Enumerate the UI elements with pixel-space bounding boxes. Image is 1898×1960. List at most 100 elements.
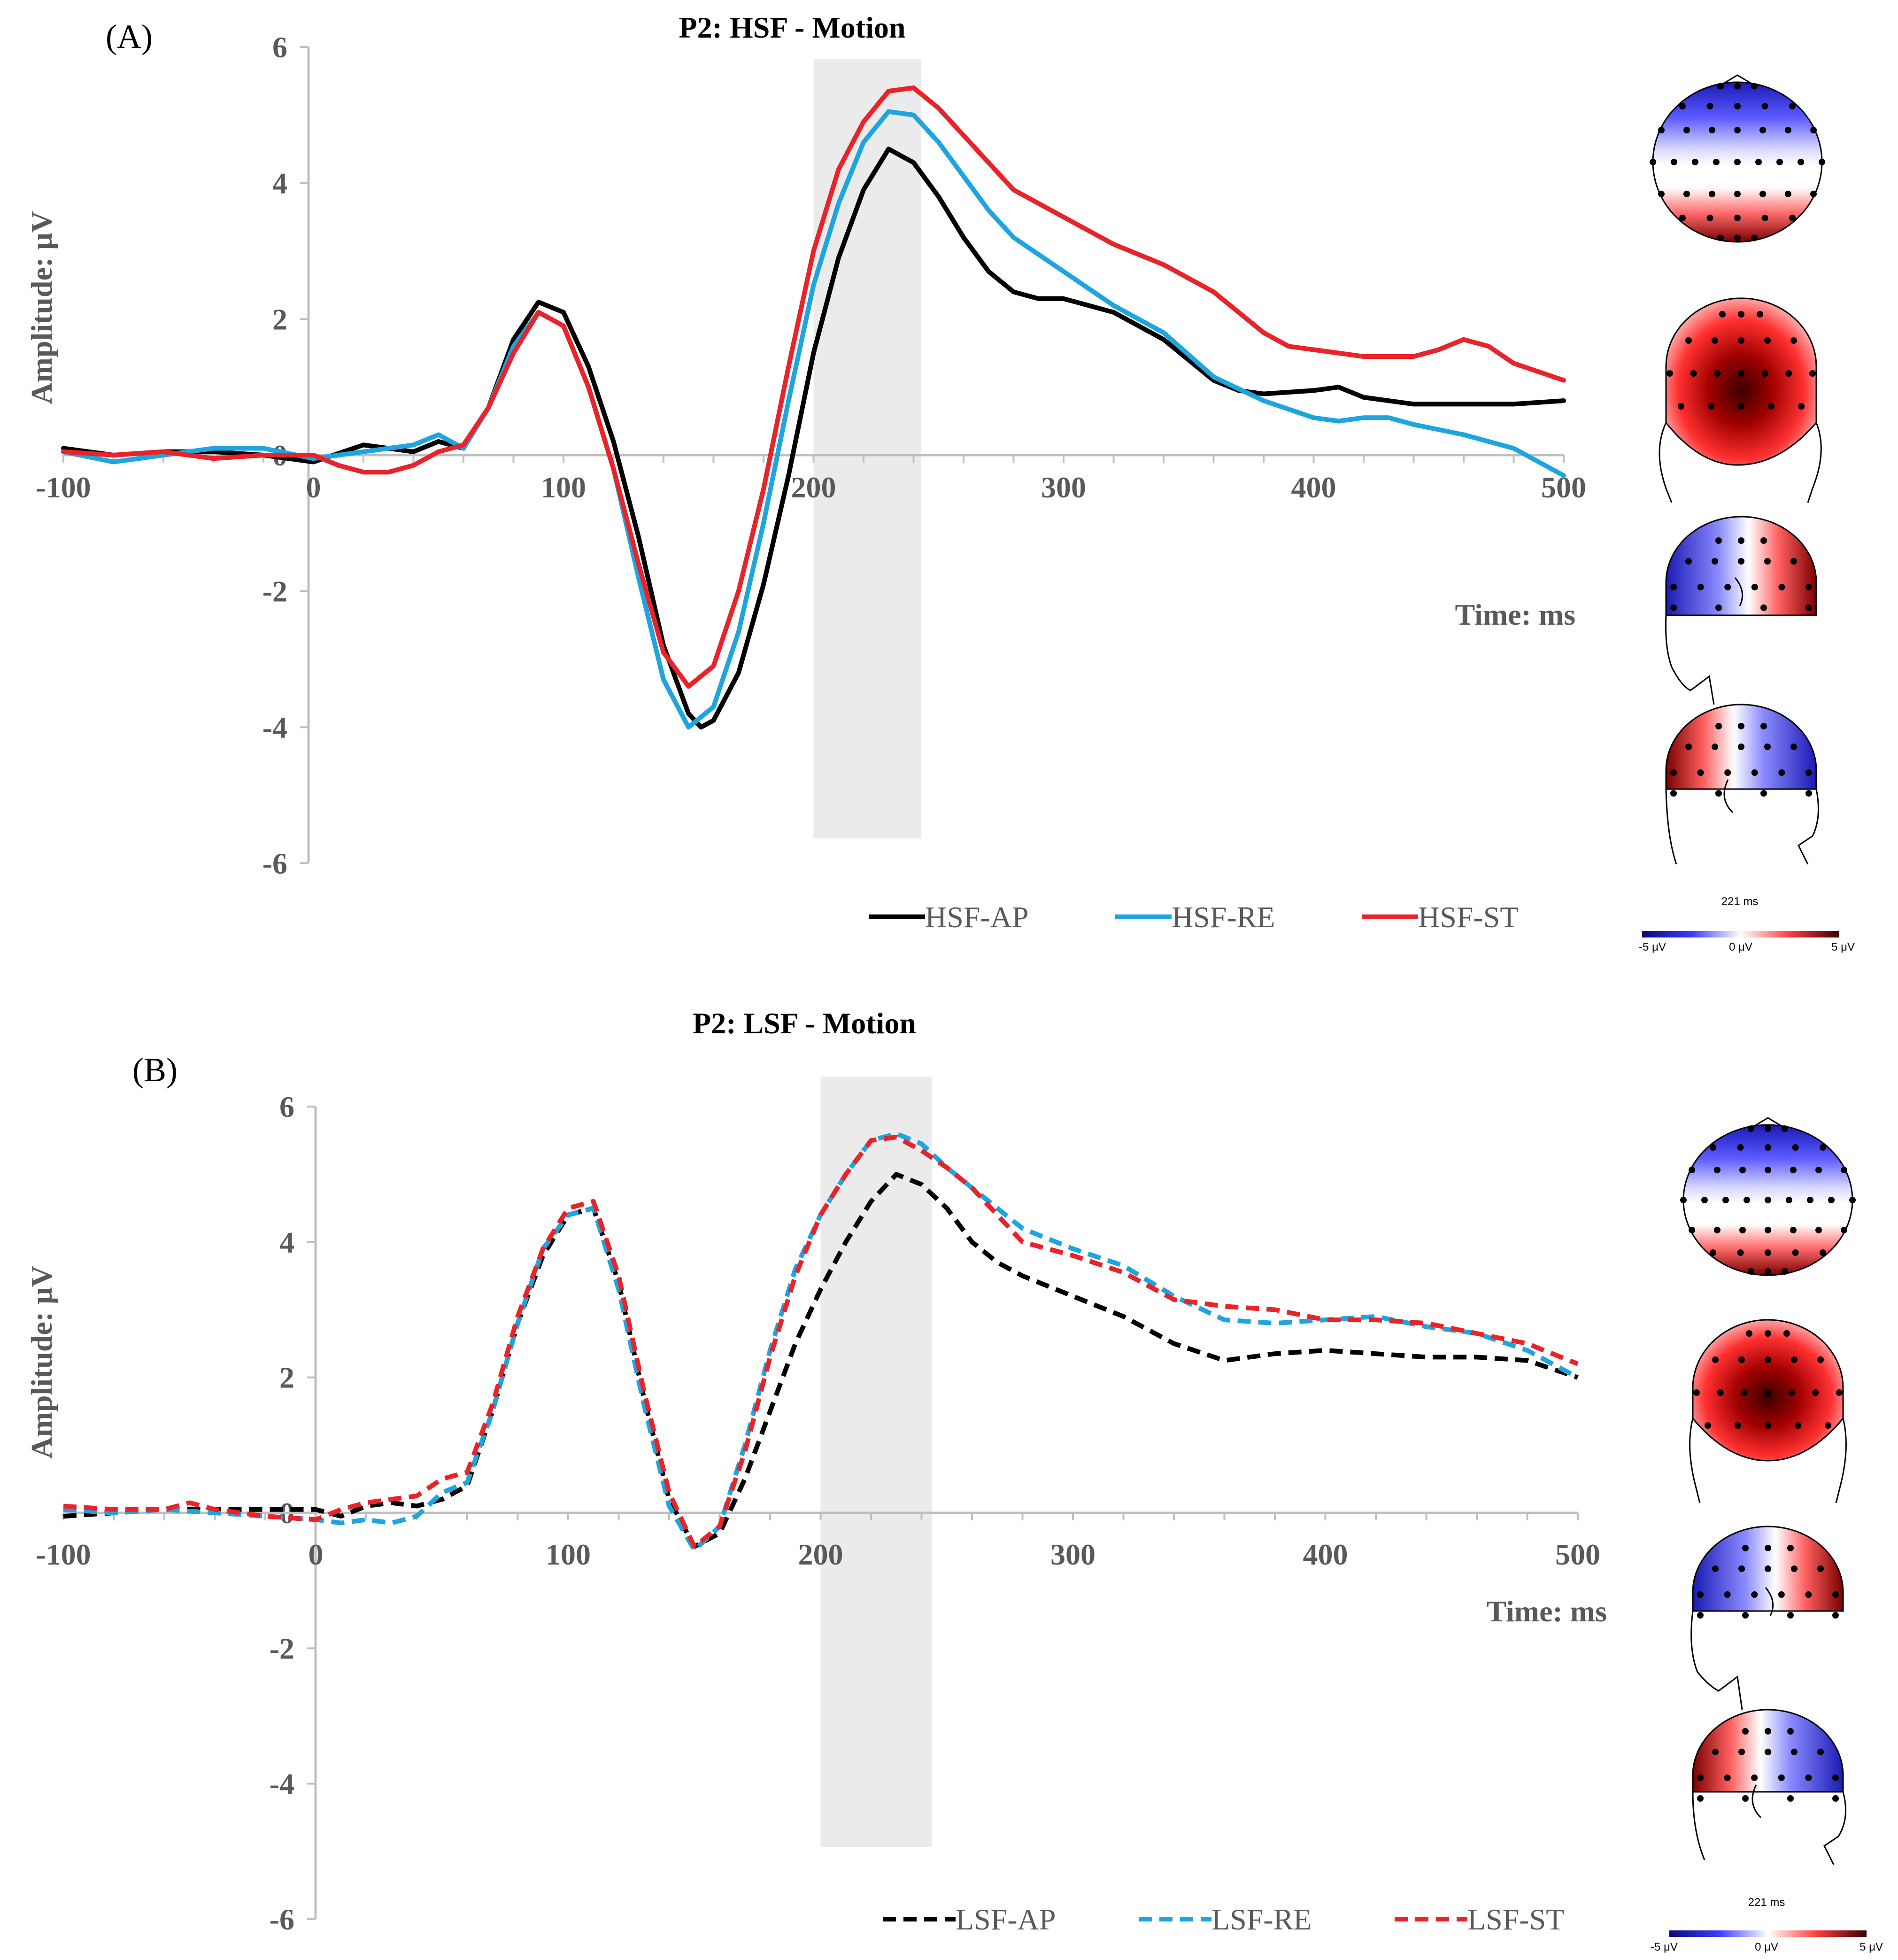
electrode-dot bbox=[1658, 191, 1665, 197]
electrode-dot bbox=[1810, 127, 1817, 133]
electrode-dot bbox=[1778, 584, 1785, 590]
electrode-dot bbox=[1783, 1330, 1790, 1337]
electrode-dot bbox=[1737, 1249, 1744, 1256]
electrode-dot bbox=[1832, 1795, 1839, 1802]
electrode-dot bbox=[1724, 1591, 1731, 1598]
electrode-dot bbox=[1815, 1227, 1822, 1233]
legend-label-lsf-re: LSF-RE bbox=[1211, 1903, 1312, 1936]
panel-b-title: P2: LSF - Motion bbox=[693, 1007, 916, 1040]
electrode-dot bbox=[1714, 370, 1721, 377]
electrode-dot bbox=[1785, 127, 1791, 133]
electrode-dot bbox=[1738, 1356, 1745, 1363]
electrode-dot bbox=[1710, 1249, 1716, 1256]
electrode-dot bbox=[1751, 584, 1758, 590]
electrode-dot bbox=[1713, 159, 1720, 165]
panel-b-legend: LSF-AP LSF-RE LSF-ST bbox=[883, 1903, 1564, 1936]
electrode-dot bbox=[1841, 1227, 1847, 1233]
topomap-a-scale-min: -5 μV bbox=[1639, 941, 1666, 953]
electrode-dot bbox=[1778, 1591, 1785, 1598]
electrode-dot bbox=[1760, 723, 1767, 729]
x-tick-label: 0 bbox=[306, 471, 321, 504]
electrode-dot bbox=[1670, 584, 1677, 590]
electrode-dot bbox=[1746, 1330, 1752, 1337]
electrode-dot bbox=[1724, 1774, 1731, 1781]
electrode-dot bbox=[1789, 103, 1796, 109]
electrode-dot bbox=[1820, 1144, 1826, 1151]
electrode-dot bbox=[1717, 83, 1724, 90]
electrode-dot bbox=[1817, 1565, 1824, 1572]
electrode-dot bbox=[1738, 403, 1744, 410]
electrode-dot bbox=[1671, 159, 1677, 165]
electrode-dot bbox=[1765, 1565, 1771, 1572]
x-tick-label: 400 bbox=[1303, 1538, 1348, 1571]
electrode-dot bbox=[1738, 744, 1744, 750]
electrode-dot bbox=[1738, 337, 1744, 344]
electrode-dot bbox=[1719, 311, 1726, 318]
y-tick-label: 6 bbox=[272, 31, 287, 64]
electrode-dot bbox=[1738, 311, 1744, 318]
topomap-b-scale-min: -5 μV bbox=[1651, 1941, 1678, 1953]
electrode-dot bbox=[1790, 1167, 1797, 1173]
electrode-dot bbox=[1742, 1612, 1749, 1619]
electrode-dot bbox=[1742, 1795, 1749, 1802]
panel-a-topomaps: 221 ms -5 μV 0 μV 5 μV bbox=[1639, 74, 1855, 953]
electrode-dot bbox=[1705, 1422, 1711, 1429]
electrode-dot bbox=[1738, 1749, 1745, 1755]
y-tick-label: 4 bbox=[272, 167, 287, 200]
electrode-dot bbox=[1670, 769, 1677, 776]
electrode-dot bbox=[1667, 370, 1673, 377]
panel-b-series bbox=[63, 1131, 1579, 1553]
electrode-dot bbox=[1734, 83, 1741, 90]
electrode-dot bbox=[1712, 558, 1718, 565]
electrode-dot bbox=[1708, 403, 1714, 410]
electrode-dot bbox=[1748, 1268, 1754, 1275]
electrode-dot bbox=[1789, 215, 1796, 221]
electrode-dot bbox=[1765, 1749, 1771, 1755]
electrode-dot bbox=[1765, 1728, 1771, 1735]
electrode-dot bbox=[1761, 215, 1768, 221]
electrode-dot bbox=[1757, 311, 1763, 318]
electrode-dot bbox=[1692, 159, 1698, 165]
electrode-dot bbox=[1795, 1422, 1801, 1429]
electrode-dot bbox=[1751, 1774, 1758, 1781]
x-tick-label: 300 bbox=[1050, 1538, 1096, 1571]
electrode-dot bbox=[1683, 127, 1690, 133]
panel-a-series bbox=[61, 85, 1566, 730]
electrode-dot bbox=[1751, 769, 1758, 776]
electrode-dot bbox=[1828, 1197, 1835, 1203]
electrode-dot bbox=[1805, 790, 1812, 797]
electrode-dot bbox=[1690, 370, 1697, 377]
electrode-dot bbox=[1776, 159, 1783, 165]
electrode-dot bbox=[1805, 584, 1812, 590]
y-tick-label: -6 bbox=[270, 1903, 294, 1936]
electrode-dot bbox=[1782, 1125, 1788, 1132]
panel-b-y-axis-label: Amplitude: μV bbox=[25, 1265, 58, 1458]
electrode-dot bbox=[1787, 1728, 1794, 1735]
electrode-dot bbox=[1712, 1356, 1719, 1363]
electrode-dot bbox=[1706, 215, 1713, 221]
electrode-dot bbox=[1765, 1268, 1771, 1275]
electrode-dot bbox=[1849, 1197, 1856, 1203]
electrode-dot bbox=[1764, 558, 1771, 565]
electrode-dot bbox=[1710, 1144, 1716, 1151]
electrode-dot bbox=[1768, 403, 1775, 410]
series-line-lsf-ap bbox=[63, 1172, 1579, 1549]
electrode-dot bbox=[1751, 1591, 1758, 1598]
topomap-a-left-view bbox=[1665, 516, 1817, 705]
electrode-dot bbox=[1820, 1249, 1826, 1256]
electrode-dot bbox=[1791, 1565, 1798, 1572]
electrode-dot bbox=[1817, 1356, 1824, 1363]
electrode-dot bbox=[1765, 1144, 1771, 1151]
electrode-dot bbox=[1819, 159, 1825, 165]
electrode-dot bbox=[1724, 769, 1731, 776]
electrode-dot bbox=[1765, 1197, 1771, 1203]
panel-b-letter: (B) bbox=[132, 1051, 177, 1089]
electrode-dot bbox=[1805, 604, 1812, 611]
electrode-dot bbox=[1680, 1197, 1687, 1203]
electrode-dot bbox=[1734, 127, 1741, 133]
series-line-hsf-st bbox=[61, 85, 1566, 689]
electrode-dot bbox=[1765, 1389, 1771, 1396]
series-line-hsf-re bbox=[61, 109, 1566, 730]
topomap-a-scale-max: 5 μV bbox=[1831, 941, 1855, 953]
topomap-a-front-view bbox=[1659, 297, 1822, 503]
